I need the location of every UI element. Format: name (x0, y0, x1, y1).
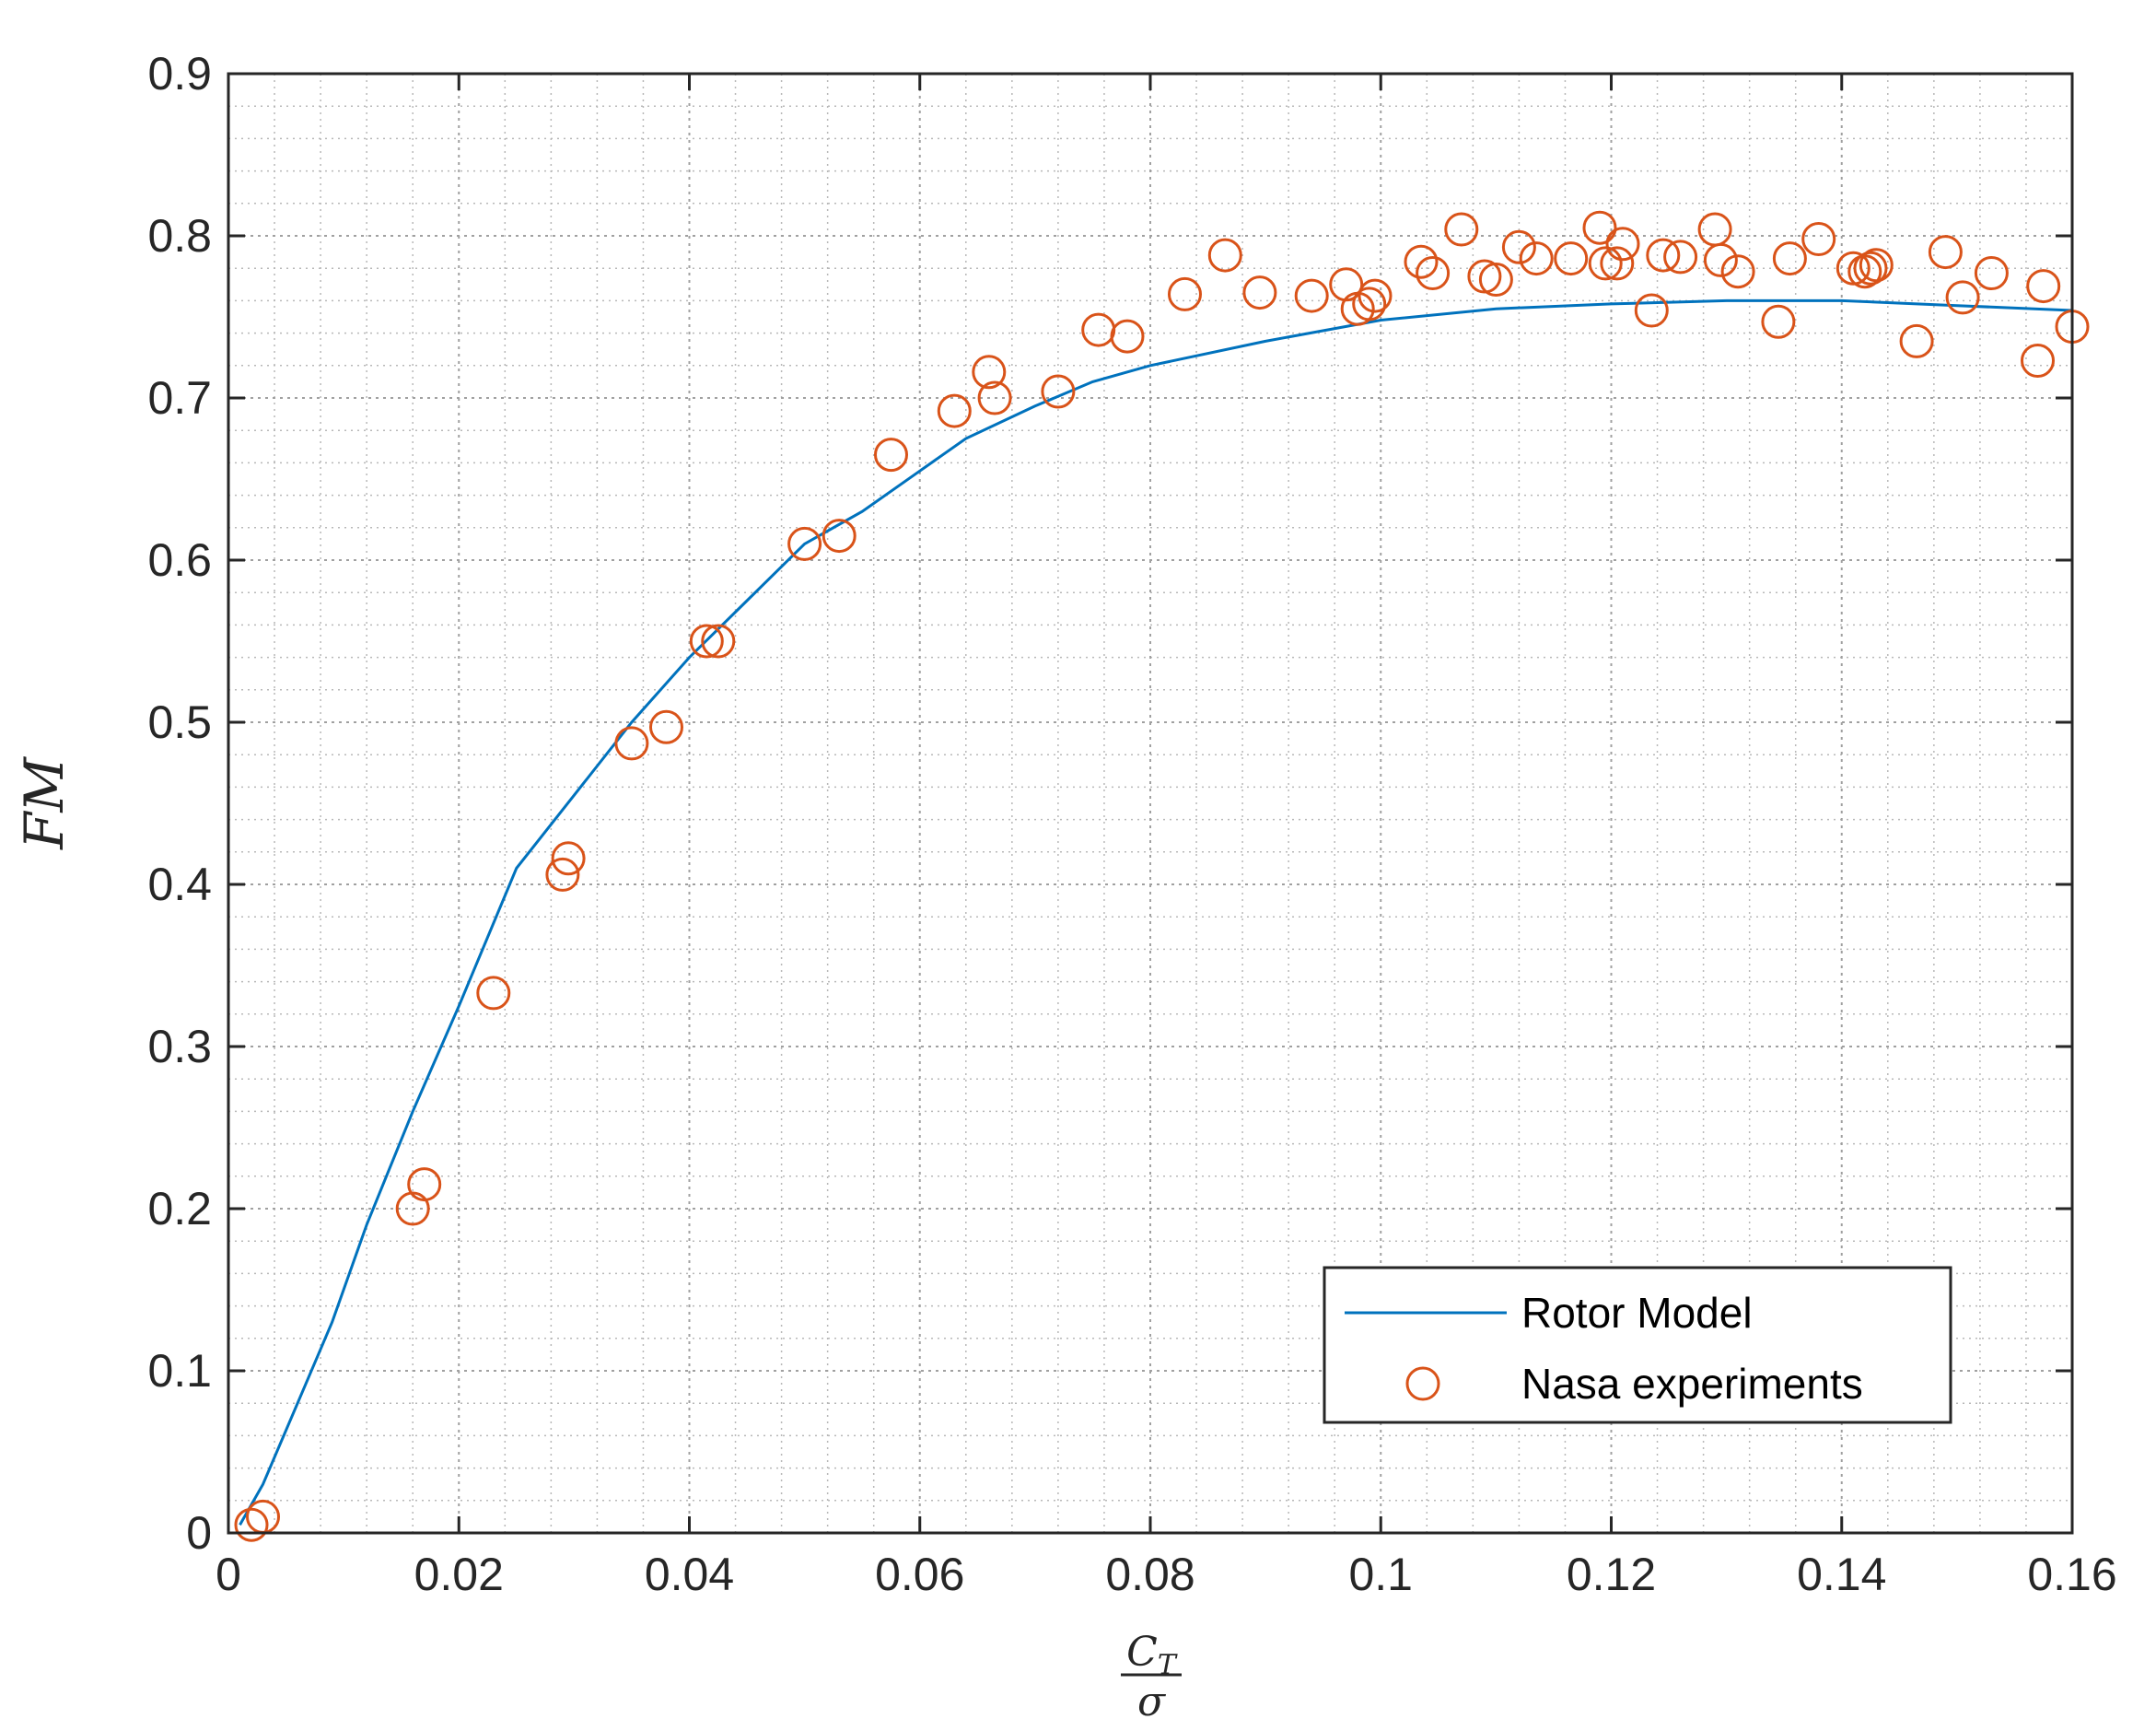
nasa-experiment-point (1110, 319, 1145, 354)
nasa-experiment-point (1207, 238, 1242, 273)
nasa-experiment-point (1519, 241, 1554, 276)
y-tick-label: 0.5 (147, 696, 212, 748)
nasa-experiment-point (1928, 235, 1963, 270)
nasa-experiment-point (1294, 278, 1329, 313)
nasa-experiment-point (1801, 222, 1836, 256)
nasa-experiment-point (972, 355, 1007, 390)
nasa-experiment-point (1588, 246, 1623, 281)
x-tick-label: 0.02 (414, 1549, 504, 1600)
x-tick-label: 0.1 (1348, 1549, 1413, 1600)
x-tick-label: 0.06 (875, 1549, 964, 1600)
y-tick-label: 0 (186, 1507, 212, 1559)
tick-labels: 0 0.02 0.04 0.06 0.08 0.1 0.12 0.14 0.16 0 0.1 0.2 0… (147, 48, 2116, 1600)
nasa-experiment-point (476, 976, 511, 1011)
nasa-experiment-point (1634, 293, 1669, 328)
nasa-experiment-point (1899, 323, 1934, 358)
nasa-experiment-point (701, 624, 736, 659)
minor-grid (228, 74, 2072, 1533)
nasa-experiment-point (1416, 256, 1451, 290)
nasa-experiment-point (1600, 246, 1635, 281)
x-axis-label: CT σ (1121, 1629, 1182, 1725)
nasa-experiment-point (977, 380, 1012, 415)
svg-text:CT: CT (1126, 1629, 1178, 1681)
nasa-experiment-point (234, 1507, 269, 1542)
y-axis-label: FM (13, 756, 76, 850)
nasa-experiment-point (1041, 374, 1076, 409)
nasa-experiment-point (1501, 229, 1536, 264)
legend-box (1323, 1266, 1952, 1424)
y-tick-label: 0.8 (147, 210, 212, 262)
y-axis-label-text: FM (13, 756, 76, 850)
x-tick-label: 0 (216, 1549, 241, 1600)
x-axis-label-denominator: σ (1137, 1678, 1167, 1725)
nasa-experiment-point (1444, 212, 1479, 247)
nasa-experiment-point (937, 393, 972, 428)
ticks (227, 72, 2074, 1535)
nasa-experiment-point (1945, 280, 1980, 315)
x-axis-label-subscript: T (1158, 1649, 1178, 1681)
nasa-experiment-point (1663, 240, 1698, 275)
nasa-experiment-point (551, 841, 586, 876)
nasa-experiment-point (1974, 256, 2009, 290)
x-axis-label-numerator: C (1126, 1629, 1158, 1676)
y-tick-label: 0.6 (147, 534, 212, 586)
nasa-experiment-point (2026, 269, 2061, 304)
nasa-experiment-point (614, 726, 649, 761)
x-tick-label: 0.14 (1797, 1549, 1886, 1600)
y-tick-label: 0.4 (147, 859, 212, 910)
nasa-experiment-point (1168, 276, 1202, 311)
nasa-experiment-point (822, 519, 857, 554)
x-tick-label: 0.08 (1105, 1549, 1195, 1600)
nasa-experiment-point (1761, 304, 1796, 339)
legend-label-rotor-model: Rotor Model (1521, 1289, 1753, 1337)
nasa-experiment-point (1859, 248, 1894, 283)
nasa-experiment-point (1352, 287, 1387, 322)
nasa-experiment-point (1478, 263, 1513, 297)
y-tick-label: 0.3 (147, 1021, 212, 1072)
nasa-experiment-point (1703, 242, 1738, 277)
nasa-experiment-point (1720, 254, 1755, 289)
nasa-experiment-point (407, 1167, 442, 1202)
nasa-experiment-point (1853, 251, 1888, 286)
nasa-experiment-point (787, 526, 822, 561)
legend: Rotor Model Nasa experiments (1323, 1266, 1952, 1424)
nasa-experiment-point (1242, 275, 1277, 310)
legend-circle-swatch (1405, 1366, 1440, 1401)
rotor-model-line (239, 298, 2073, 1526)
x-tick-label: 0.04 (645, 1549, 734, 1600)
nasa-experiment-point (874, 438, 908, 473)
y-tick-label: 0.9 (147, 48, 212, 99)
y-tick-label: 0.1 (147, 1345, 212, 1397)
x-tick-label: 0.12 (1567, 1549, 1656, 1600)
nasa-experiment-point (649, 709, 683, 744)
nasa-experiment-point (1582, 210, 1617, 245)
nasa-experiment-point (1554, 241, 1589, 276)
nasa-experiment-point (1358, 278, 1393, 313)
y-tick-label: 0.2 (147, 1183, 212, 1234)
nasa-experiment-point (1646, 238, 1681, 273)
nasa-experiment-point (1772, 241, 1807, 276)
nasa-experiment-point (1605, 227, 1640, 262)
x-tick-label: 0.16 (2027, 1549, 2116, 1600)
series-layer (234, 210, 2090, 1542)
nasa-experiment-point (545, 857, 580, 892)
nasa-experiment-point (1404, 244, 1439, 279)
nasa-experiment-point (2021, 344, 2055, 378)
legend-label-nasa-experiments: Nasa experiments (1521, 1360, 1863, 1408)
y-tick-label: 0.7 (147, 372, 212, 424)
nasa-experiment-point (689, 624, 724, 659)
